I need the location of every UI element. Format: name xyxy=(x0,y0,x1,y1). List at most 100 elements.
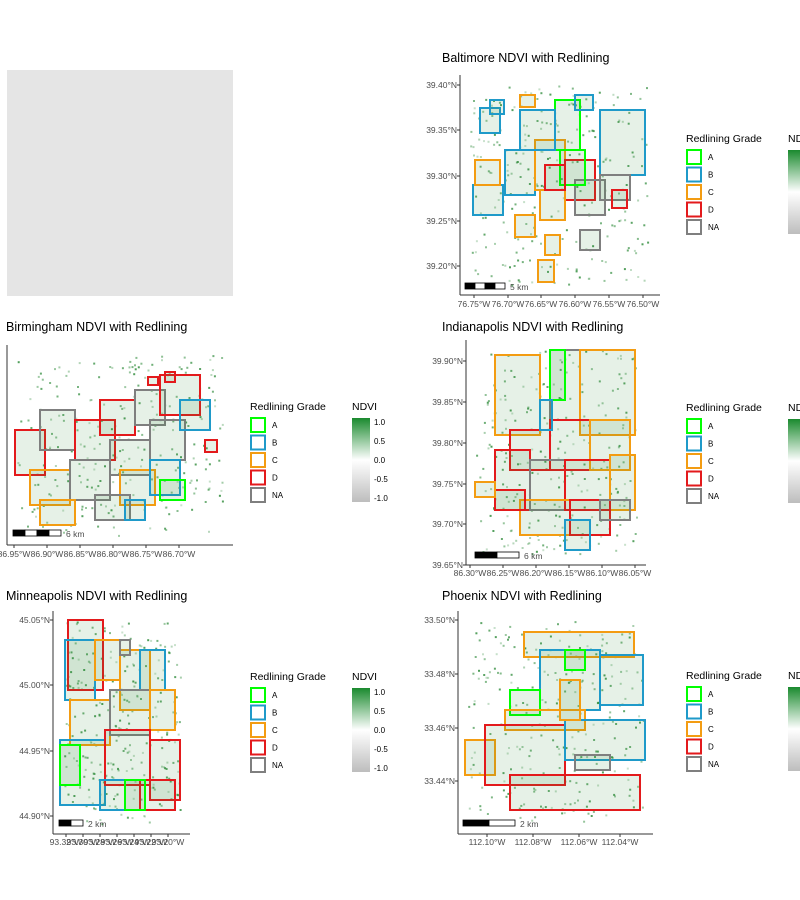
redline-polygon-b xyxy=(564,719,646,761)
ndvi-pixel xyxy=(483,233,486,236)
ndvi-pixel xyxy=(123,698,126,701)
grade-legend-key xyxy=(686,738,702,755)
ndvi-pixel xyxy=(558,639,561,642)
panel-title: Phoenix NDVI with Redlining xyxy=(442,589,602,603)
ndvi-pixel xyxy=(208,463,211,466)
ndvi-pixel xyxy=(214,399,216,402)
ndvi-pixel xyxy=(491,115,494,117)
ndvi-pixel xyxy=(143,815,146,818)
ndvi-pixel xyxy=(504,634,507,636)
ndvi-pixel xyxy=(221,423,224,426)
redline-polygon-b xyxy=(599,654,644,706)
ndvi-pixel xyxy=(507,500,510,503)
ndvi-pixel xyxy=(641,243,644,246)
ndvi-pixel xyxy=(521,633,523,636)
ndvi-pixel xyxy=(93,434,96,437)
ndvi-tick-label: 0.5 xyxy=(374,437,386,446)
ndvi-pixel xyxy=(624,372,627,375)
y-tick-label: 39.75°N xyxy=(432,479,463,489)
ndvi-pixel xyxy=(618,465,621,468)
redline-polygon-c xyxy=(474,159,501,186)
ndvi-pixel xyxy=(123,460,126,463)
redline-polygon-d xyxy=(564,459,611,511)
ndvi-pixel xyxy=(556,679,559,681)
ndvi-pixel xyxy=(618,220,621,223)
ndvi-pixel xyxy=(78,393,81,396)
ndvi-pixel xyxy=(489,171,492,174)
ndvi-pixel xyxy=(521,777,524,780)
ndvi-pixel xyxy=(129,478,132,481)
ndvi-pixel xyxy=(126,751,129,754)
ndvi-pixel xyxy=(490,275,493,278)
ndvi-pixel xyxy=(635,726,637,729)
ndvi-pixel xyxy=(83,775,86,778)
ndvi-pixel xyxy=(69,685,72,688)
ndvi-pixel xyxy=(145,742,148,745)
grade-legend-key xyxy=(250,704,266,721)
x-tick-label: 86.80°W xyxy=(97,549,130,559)
ndvi-pixel xyxy=(39,372,42,375)
redline-polygon-b xyxy=(489,99,505,115)
ndvi-pixel xyxy=(65,765,68,768)
ndvi-pixel xyxy=(588,800,591,803)
ndvi-tick-label: 0.5 xyxy=(374,707,386,716)
ndvi-pixel xyxy=(597,701,600,704)
ndvi-pixel xyxy=(517,238,520,241)
redline-polygon-d xyxy=(509,774,641,811)
ndvi-pixel xyxy=(78,629,81,632)
ndvi-pixel xyxy=(83,445,86,448)
ndvi-pixel xyxy=(540,150,543,153)
ndvi-pixel xyxy=(86,653,88,656)
ndvi-pixel xyxy=(528,526,531,529)
ndvi-pixel xyxy=(528,542,531,545)
ndvi-pixel xyxy=(100,503,103,506)
ndvi-pixel xyxy=(133,789,136,792)
ndvi-pixel xyxy=(566,267,569,270)
scalebar-segment xyxy=(488,819,516,827)
ndvi-pixel xyxy=(469,768,472,771)
scalebar-segment xyxy=(464,282,476,290)
ndvi-pixel xyxy=(544,806,547,809)
ndvi-pixel xyxy=(111,680,114,683)
ndvi-pixel xyxy=(155,647,158,650)
ndvi-pixel xyxy=(176,453,178,456)
ndvi-pixel xyxy=(579,647,581,649)
ndvi-pixel xyxy=(527,168,530,171)
ndvi-pixel xyxy=(641,165,643,168)
ndvi-pixel xyxy=(161,765,163,768)
ndvi-pixel xyxy=(510,455,513,457)
redline-polygon-na xyxy=(599,174,631,201)
ndvi-pixel xyxy=(186,366,189,369)
grade-legend-label: NA xyxy=(708,223,720,232)
ndvi-pixel xyxy=(502,221,505,224)
ndvi-pixel xyxy=(583,415,586,418)
ndvi-pixel xyxy=(601,633,604,636)
ndvi-pixel xyxy=(522,152,525,155)
ndvi-pixel xyxy=(103,630,106,633)
ndvi-pixel xyxy=(619,682,622,685)
ndvi-pixel xyxy=(494,242,496,245)
ndvi-pixel xyxy=(559,544,562,547)
ndvi-pixel xyxy=(164,645,167,648)
ndvi-pixel xyxy=(166,733,169,736)
ndvi-pixel xyxy=(619,516,621,519)
x-tick-label: 76.70°W xyxy=(492,299,525,309)
ndvi-pixel xyxy=(536,183,538,186)
ndvi-pixel xyxy=(590,815,593,817)
ndvi-pixel xyxy=(505,496,508,499)
ndvi-pixel xyxy=(504,369,506,372)
ndvi-pixel xyxy=(176,663,179,666)
ndvi-pixel xyxy=(634,533,637,535)
ndvi-pixel xyxy=(556,124,559,127)
ndvi-pixel xyxy=(624,219,627,222)
ndvi-pixel xyxy=(516,745,519,748)
ndvi-pixel xyxy=(90,486,93,489)
ndvi-pixel xyxy=(611,756,614,759)
ndvi-pixel xyxy=(132,664,135,667)
ndvi-pixel xyxy=(583,439,586,442)
ndvi-pixel xyxy=(220,489,223,492)
ndvi-pixel xyxy=(124,482,127,485)
ndvi-pixel xyxy=(527,406,530,409)
ndvi-pixel xyxy=(159,691,162,694)
